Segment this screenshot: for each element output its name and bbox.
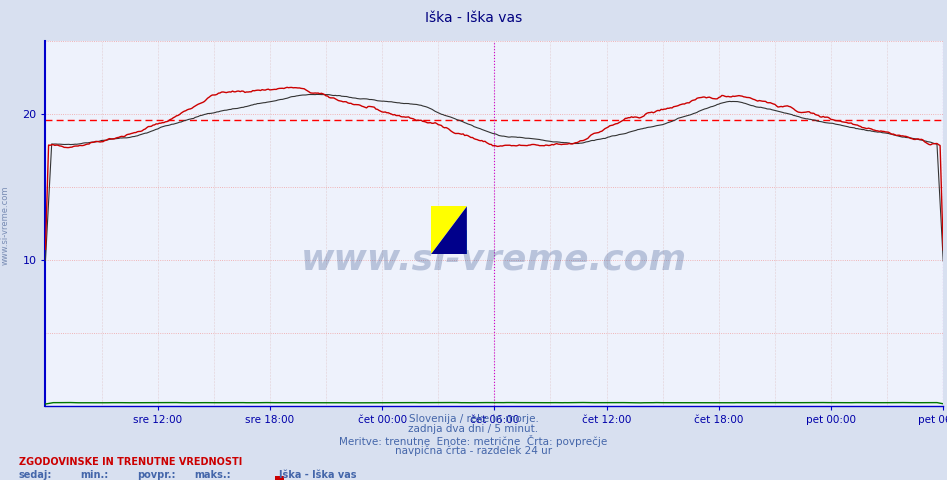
Text: min.:: min.: (80, 470, 109, 480)
Polygon shape (431, 206, 467, 254)
Polygon shape (431, 206, 467, 254)
Text: zadnja dva dni / 5 minut.: zadnja dva dni / 5 minut. (408, 424, 539, 434)
Text: povpr.:: povpr.: (137, 470, 176, 480)
Text: www.si-vreme.com: www.si-vreme.com (0, 186, 9, 265)
Polygon shape (431, 230, 467, 254)
Text: navpična črta - razdelek 24 ur: navpična črta - razdelek 24 ur (395, 445, 552, 456)
Text: maks.:: maks.: (194, 470, 231, 480)
Text: Iška - Iška vas: Iška - Iška vas (279, 470, 357, 480)
Text: Meritve: trenutne  Enote: metrične  Črta: povprečje: Meritve: trenutne Enote: metrične Črta: … (339, 435, 608, 447)
Text: ZGODOVINSKE IN TRENUTNE VREDNOSTI: ZGODOVINSKE IN TRENUTNE VREDNOSTI (19, 457, 242, 467)
Text: Iška - Iška vas: Iška - Iška vas (425, 11, 522, 24)
Text: sedaj:: sedaj: (19, 470, 52, 480)
Text: www.si-vreme.com: www.si-vreme.com (301, 243, 688, 276)
Text: Slovenija / reke in morje.: Slovenija / reke in morje. (408, 414, 539, 424)
